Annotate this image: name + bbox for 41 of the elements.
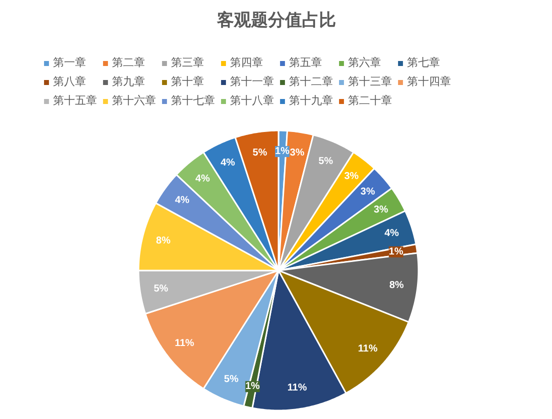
chart-title: 客观题分值占比 [216, 10, 336, 30]
legend-label: 第十一章 [230, 74, 274, 89]
data-label: 5% [318, 156, 334, 167]
data-label: 11% [174, 338, 194, 349]
legend-label: 第二章 [112, 55, 145, 70]
legend-label: 第十八章 [230, 93, 274, 108]
data-label: 11% [358, 344, 378, 355]
legend-label: 第一章 [53, 55, 86, 70]
data-label: 5% [154, 284, 168, 295]
data-label: 4% [175, 195, 190, 206]
legend-label: 第二十章 [348, 93, 392, 108]
legend-label: 第十章 [171, 74, 204, 89]
legend-label: 第七章 [407, 55, 440, 70]
data-label: 3% [290, 147, 304, 158]
data-label: 4% [195, 173, 210, 184]
legend-label: 第九章 [112, 74, 145, 89]
legend-label: 第十五章 [53, 93, 97, 108]
legend-label: 第十二章 [289, 74, 333, 89]
legend-label: 第四章 [230, 55, 263, 70]
data-label: 5% [224, 374, 239, 386]
data-label: 11% [287, 382, 307, 394]
data-label: 1% [275, 146, 290, 158]
data-label: 1% [245, 381, 260, 392]
legend-label: 第八章 [53, 74, 86, 89]
legend-label: 第十九章 [289, 93, 333, 108]
legend-label: 第六章 [348, 55, 381, 70]
data-label: 4% [220, 157, 236, 168]
data-label: 3% [374, 204, 388, 216]
legend-label: 第十三章 [348, 74, 392, 89]
legend-label: 第十六章 [112, 93, 156, 108]
legend-label: 第三章 [171, 55, 204, 70]
data-label: 8% [156, 235, 171, 246]
data-label: 1% [388, 246, 404, 258]
legend-label: 第十七章 [171, 93, 215, 108]
data-label: 3% [360, 186, 376, 198]
data-label: 5% [252, 147, 268, 158]
legend-label: 第十四章 [407, 74, 451, 89]
legend-label: 第五章 [289, 55, 322, 70]
data-label: 8% [389, 280, 404, 291]
data-label: 3% [344, 170, 359, 182]
data-label: 4% [384, 228, 400, 240]
